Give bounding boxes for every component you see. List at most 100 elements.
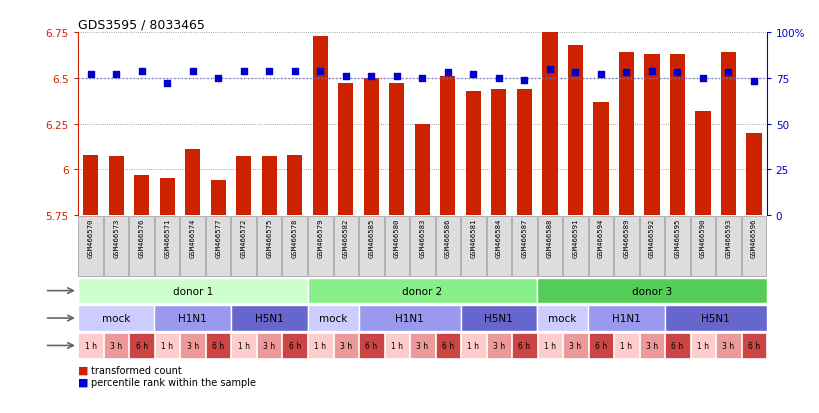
Point (619, 70, 632, 76)
Point (135, 68, 148, 75)
Text: H1N1: H1N1 (395, 313, 423, 323)
FancyBboxPatch shape (206, 217, 230, 276)
FancyBboxPatch shape (155, 217, 179, 276)
Bar (695, 112, 710, 216)
Text: GSM466584: GSM466584 (495, 218, 501, 257)
FancyBboxPatch shape (155, 333, 179, 358)
Text: GSM466577: GSM466577 (215, 218, 221, 257)
FancyBboxPatch shape (231, 217, 256, 276)
Text: 1 h: 1 h (696, 341, 708, 350)
Text: 1 h: 1 h (238, 341, 250, 350)
FancyBboxPatch shape (104, 217, 129, 276)
Bar (618, 53, 633, 216)
Text: GSM466595: GSM466595 (673, 218, 680, 257)
Bar (440, 77, 455, 216)
FancyBboxPatch shape (78, 278, 307, 304)
FancyBboxPatch shape (206, 333, 230, 358)
Text: GSM466587: GSM466587 (521, 218, 527, 257)
Bar (516, 90, 532, 216)
FancyBboxPatch shape (639, 217, 663, 276)
Bar (669, 55, 684, 216)
Bar (83, 155, 98, 216)
FancyBboxPatch shape (384, 217, 409, 276)
FancyBboxPatch shape (486, 217, 510, 276)
Point (110, 72, 123, 78)
Text: 3 h: 3 h (722, 341, 734, 350)
Text: GSM466594: GSM466594 (597, 218, 603, 257)
Text: 3 h: 3 h (645, 341, 657, 350)
Text: GSM466593: GSM466593 (725, 218, 731, 257)
Bar (261, 157, 277, 216)
Text: GSM466576: GSM466576 (138, 218, 144, 257)
Bar (160, 179, 174, 216)
FancyBboxPatch shape (308, 217, 332, 276)
FancyBboxPatch shape (307, 306, 358, 331)
Text: 6 h: 6 h (135, 341, 147, 350)
Text: GSM466579: GSM466579 (317, 218, 323, 257)
Text: 3 h: 3 h (568, 341, 581, 350)
FancyBboxPatch shape (613, 217, 638, 276)
Text: GSM466588: GSM466588 (546, 218, 552, 257)
Point (262, 68, 275, 75)
Bar (491, 90, 506, 216)
FancyBboxPatch shape (180, 333, 205, 358)
FancyBboxPatch shape (410, 217, 434, 276)
Text: 1 h: 1 h (161, 341, 173, 350)
Text: GSM466578: GSM466578 (292, 218, 297, 257)
Bar (363, 78, 378, 216)
Text: 1 h: 1 h (84, 341, 97, 350)
Point (237, 68, 250, 75)
FancyBboxPatch shape (308, 333, 332, 358)
Point (314, 68, 327, 75)
Point (746, 79, 759, 85)
Bar (745, 133, 761, 216)
FancyBboxPatch shape (563, 333, 587, 358)
Text: H5N1: H5N1 (700, 313, 729, 323)
Text: percentile rank within the sample: percentile rank within the sample (91, 377, 256, 387)
Point (441, 70, 454, 76)
Text: 3 h: 3 h (263, 341, 275, 350)
FancyBboxPatch shape (231, 333, 256, 358)
FancyBboxPatch shape (588, 333, 613, 358)
FancyBboxPatch shape (537, 217, 561, 276)
FancyBboxPatch shape (690, 333, 714, 358)
FancyBboxPatch shape (180, 217, 205, 276)
FancyBboxPatch shape (231, 306, 307, 331)
Point (568, 70, 581, 76)
Text: 6 h: 6 h (671, 341, 683, 350)
Text: 1 h: 1 h (467, 341, 479, 350)
Text: donor 3: donor 3 (631, 286, 672, 296)
FancyBboxPatch shape (512, 217, 536, 276)
FancyBboxPatch shape (587, 306, 664, 331)
Text: 6 h: 6 h (518, 341, 530, 350)
Text: 1 h: 1 h (314, 341, 326, 350)
Bar (185, 150, 200, 216)
Text: GSM466572: GSM466572 (241, 218, 247, 257)
Text: 6 h: 6 h (594, 341, 606, 350)
FancyBboxPatch shape (715, 333, 740, 358)
Text: mock: mock (102, 313, 130, 323)
FancyBboxPatch shape (690, 217, 714, 276)
Text: 3 h: 3 h (416, 341, 428, 350)
FancyBboxPatch shape (512, 333, 536, 358)
Text: 3 h: 3 h (110, 341, 122, 350)
FancyBboxPatch shape (256, 217, 281, 276)
FancyBboxPatch shape (104, 333, 129, 358)
Bar (465, 91, 481, 216)
Text: GSM466590: GSM466590 (699, 218, 705, 257)
Text: 6 h: 6 h (747, 341, 759, 350)
FancyBboxPatch shape (664, 333, 689, 358)
FancyBboxPatch shape (410, 333, 434, 358)
Text: GSM466582: GSM466582 (342, 218, 348, 257)
Bar (133, 175, 149, 216)
Text: H5N1: H5N1 (255, 313, 283, 323)
FancyBboxPatch shape (536, 278, 766, 304)
Text: donor 1: donor 1 (172, 286, 213, 296)
Point (161, 81, 174, 88)
Bar (236, 157, 251, 216)
Bar (312, 37, 328, 216)
FancyBboxPatch shape (664, 217, 689, 276)
FancyBboxPatch shape (307, 278, 536, 304)
Text: GSM466570: GSM466570 (88, 218, 93, 257)
Bar (541, 33, 557, 216)
